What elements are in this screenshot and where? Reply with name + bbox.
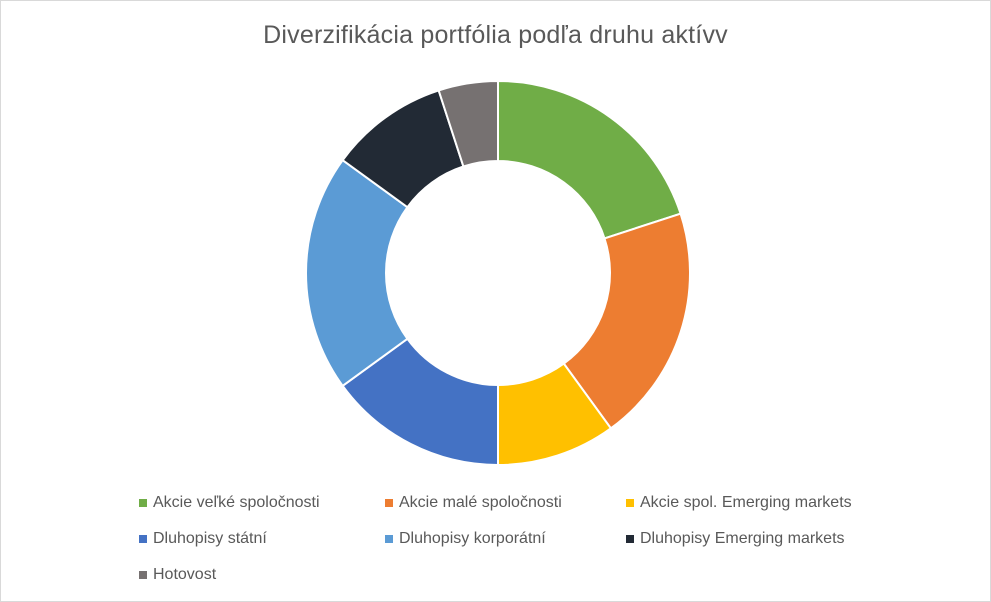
legend-label-1: Akcie veľké spoločnosti xyxy=(153,494,320,511)
legend-label-7: Hotovost xyxy=(153,566,217,583)
legend-item-1: Akcie veľké spoločnosti xyxy=(139,491,320,515)
legend-swatch-7 xyxy=(139,571,147,579)
legend-swatch-6 xyxy=(626,535,634,543)
legend-label-3: Akcie spol. Emerging markets xyxy=(640,494,852,511)
legend-item-4: Dluhopisy státní xyxy=(139,527,267,551)
legend-item-3: Akcie spol. Emerging markets xyxy=(626,491,852,515)
legend-swatch-3 xyxy=(626,499,634,507)
legend-swatch-4 xyxy=(139,535,147,543)
legend-swatch-5 xyxy=(385,535,393,543)
donut-slice-2 xyxy=(562,212,691,430)
legend-item-6: Dluhopisy Emerging markets xyxy=(626,527,845,551)
legend-item-5: Dluhopisy korporátní xyxy=(385,527,546,551)
legend-swatch-1 xyxy=(139,499,147,507)
legend-label-4: Dluhopisy státní xyxy=(153,530,267,547)
chart-title: Diverzifikácia portfólia podľa druhu akt… xyxy=(263,21,728,49)
legend-swatch-2 xyxy=(385,499,393,507)
legend-item-2: Akcie malé spoločnosti xyxy=(385,491,562,515)
donut-slice-1 xyxy=(497,79,682,240)
legend-label-5: Dluhopisy korporátní xyxy=(399,530,546,547)
donut-slice-5 xyxy=(305,158,409,388)
legend-item-7: Hotovost xyxy=(139,563,216,587)
chart-legend: Akcie veľké spoločnosti Akcie malé spoloč… xyxy=(139,491,899,591)
donut-slice-7 xyxy=(437,79,499,168)
legend-label-2: Akcie malé spoločnosti xyxy=(399,494,562,511)
legend-label-6: Dluhopisy Emerging markets xyxy=(640,530,845,547)
